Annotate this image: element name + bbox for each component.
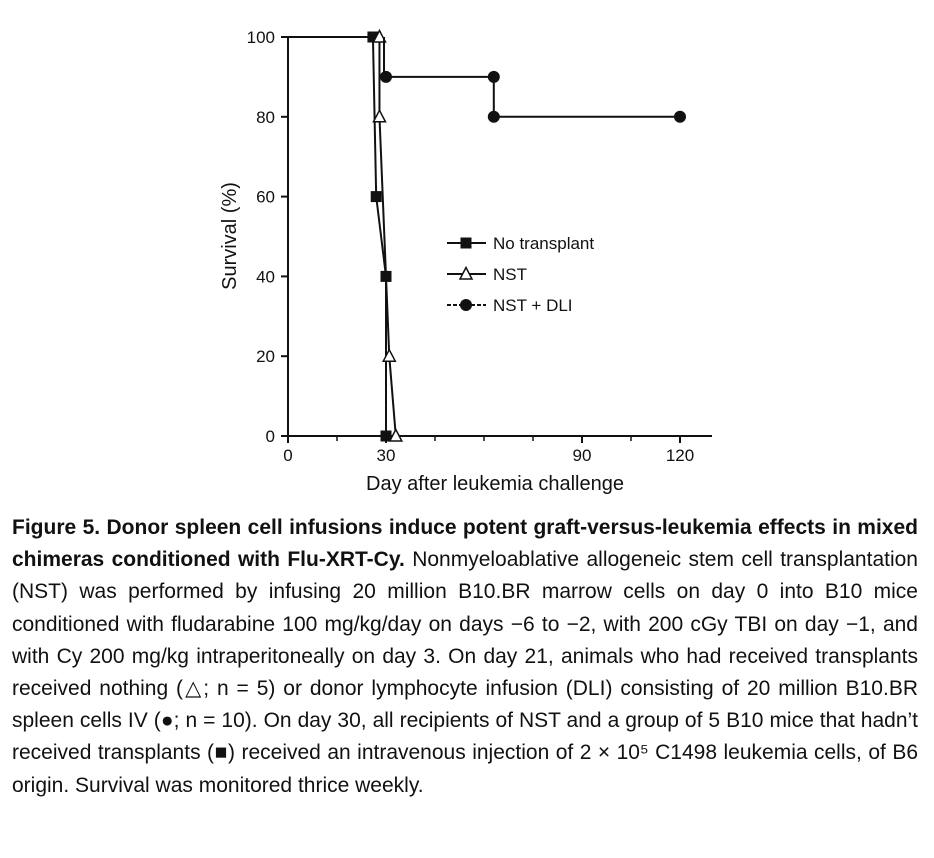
- triangle-point-marker: [388, 427, 404, 442]
- x-axis-label: Day after leukemia challenge: [366, 473, 624, 495]
- series-line: [383, 37, 680, 118]
- series-nst-dli: [380, 37, 686, 123]
- survival-chart: 0 20 40 60 80 100 0 30 90 120 No transplant NST NST…: [219, 28, 712, 495]
- triangle-point-marker: [372, 108, 387, 123]
- circle-point-marker: [674, 110, 686, 123]
- y-tick-label: 40: [256, 267, 275, 286]
- series-nst: [288, 28, 710, 442]
- triangle-point-marker: [382, 348, 397, 362]
- x-tick-label: 120: [666, 446, 694, 465]
- circle-point-marker: [380, 70, 392, 83]
- x-tick-label: 0: [283, 446, 292, 465]
- series-line: [288, 36, 710, 437]
- square-point-marker: [460, 237, 472, 249]
- caption-title: Figure 5. Donor spleen cell infusions in…: [12, 516, 918, 572]
- caption-body: Nonmyeloablative allogeneic stem cell tr…: [12, 548, 918, 797]
- y-tick-label: 60: [256, 188, 275, 207]
- y-tick-label: 100: [247, 28, 275, 47]
- circle-point-marker: [487, 110, 500, 123]
- legend-label: NST: [493, 265, 527, 284]
- legend: No transplant NST NST + DLI: [447, 234, 594, 315]
- axis-ticks: 0 20 40 60 80 100 0 30 90 120: [247, 28, 695, 465]
- legend-label: NST + DLI: [493, 296, 573, 315]
- y-tick-label: 80: [256, 108, 275, 127]
- figure-caption: Figure 5. Donor spleen cell infusions in…: [12, 512, 918, 802]
- triangle-point-marker: [372, 28, 387, 43]
- circle-point-marker: [460, 299, 472, 311]
- x-tick-label: 90: [573, 446, 592, 465]
- y-tick-label: 20: [256, 347, 275, 366]
- square-point-marker: [370, 191, 382, 203]
- square-point-marker: [380, 430, 392, 442]
- series-layer: [288, 28, 710, 442]
- x-tick-label: 30: [377, 446, 396, 465]
- triangle-point-marker: [458, 265, 474, 280]
- y-axis-label: Survival (%): [219, 182, 241, 290]
- legend-label: No transplant: [493, 234, 594, 253]
- circle-point-marker: [487, 70, 500, 83]
- y-tick-label: 0: [266, 427, 275, 446]
